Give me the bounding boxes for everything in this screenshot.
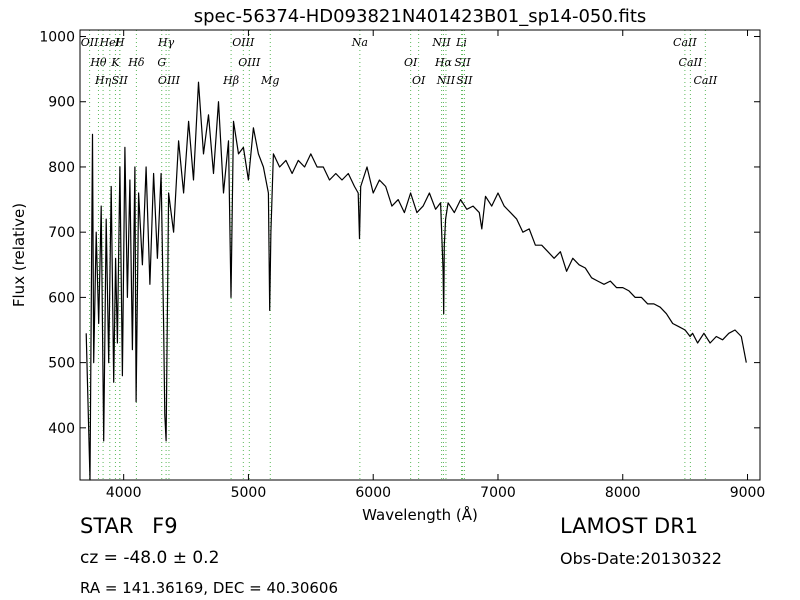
x-tick-label: 8000 [605,485,641,501]
x-axis-label: Wavelength (Å) [362,505,478,524]
spectral-line-label: OIII [232,36,255,49]
spectral-line-markers: OII Hθ Hη HeI K SII HHδ OIII Hγ G Hβ OIII OIII Mg Na OI… [81,30,718,480]
spectral-line-label: H [114,36,125,49]
spectral-line-label: Li [455,36,467,49]
spectrum-line [85,81,747,481]
spectral-line-label: CaII [673,36,697,49]
spectral-line-label: Na [351,36,368,49]
spectral-line-label: OII [81,36,99,49]
spectral-line-label: Mg [260,74,279,87]
x-tick-label: 5000 [231,485,267,501]
spectral-line-label: NII [436,74,456,87]
x-tick-label: 7000 [480,485,516,501]
spectral-line-label: HeI [99,36,121,49]
spectral-line-label: SII [456,74,473,87]
spectral-line-label: Hθ [89,56,107,69]
y-tick-label: 800 [48,160,75,176]
survey-name: LAMOST DR1 [560,514,699,538]
y-tick-label: 600 [48,290,75,306]
spectral-line-label: OI [412,74,426,87]
spectral-line-label: SII [112,74,129,87]
spectral-line-label: Hδ [127,56,145,69]
obs-date: Obs-Date:20130322 [560,549,722,568]
spectral-line-label: OIII [158,74,181,87]
object-class: STAR F9 [80,514,178,538]
spectral-line-label: G [157,56,166,69]
spectral-line-label: Hγ [157,36,175,49]
y-axis-label: Flux (relative) [10,203,28,307]
redshift-text: cz = -48.0 ± 0.2 [80,548,220,568]
spectral-line-label: Hη [94,74,112,87]
y-tick-label: 500 [48,356,75,372]
chart-title: spec-56374-HD093821N401423B01_sp14-050.f… [194,6,647,27]
y-tick-label: 700 [48,225,75,241]
spectral-line-label: NII [431,36,451,49]
spectral-line-label: SII [454,56,471,69]
spectral-line-label: CaII [679,56,703,69]
spectral-line-label: OI [404,56,418,69]
subclass-label: F9 [152,514,178,538]
plot-frame [79,29,761,481]
coordinates: RA = 141.36169, DEC = 40.30606 [80,579,339,597]
axes: 4000 5000 6000 7000 8000 9000 400 500 600 700 800 9… [39,30,765,501]
object-class-label: STAR [80,514,134,538]
spectral-line-label: Hα [434,56,453,69]
y-tick-label: 900 [48,95,75,111]
spectral-line-label: CaII [694,74,718,87]
x-tick-label: 9000 [730,485,766,501]
spectrum-series [85,81,747,481]
spectral-line-label: OIII [238,56,261,69]
spectral-line-label: Hβ [222,74,239,87]
y-tick-label: 400 [48,421,75,437]
spectral-line-label: K [110,56,120,69]
y-tick-label: 1000 [39,30,75,46]
x-tick-label: 6000 [355,485,391,501]
x-tick-label: 4000 [106,485,142,501]
